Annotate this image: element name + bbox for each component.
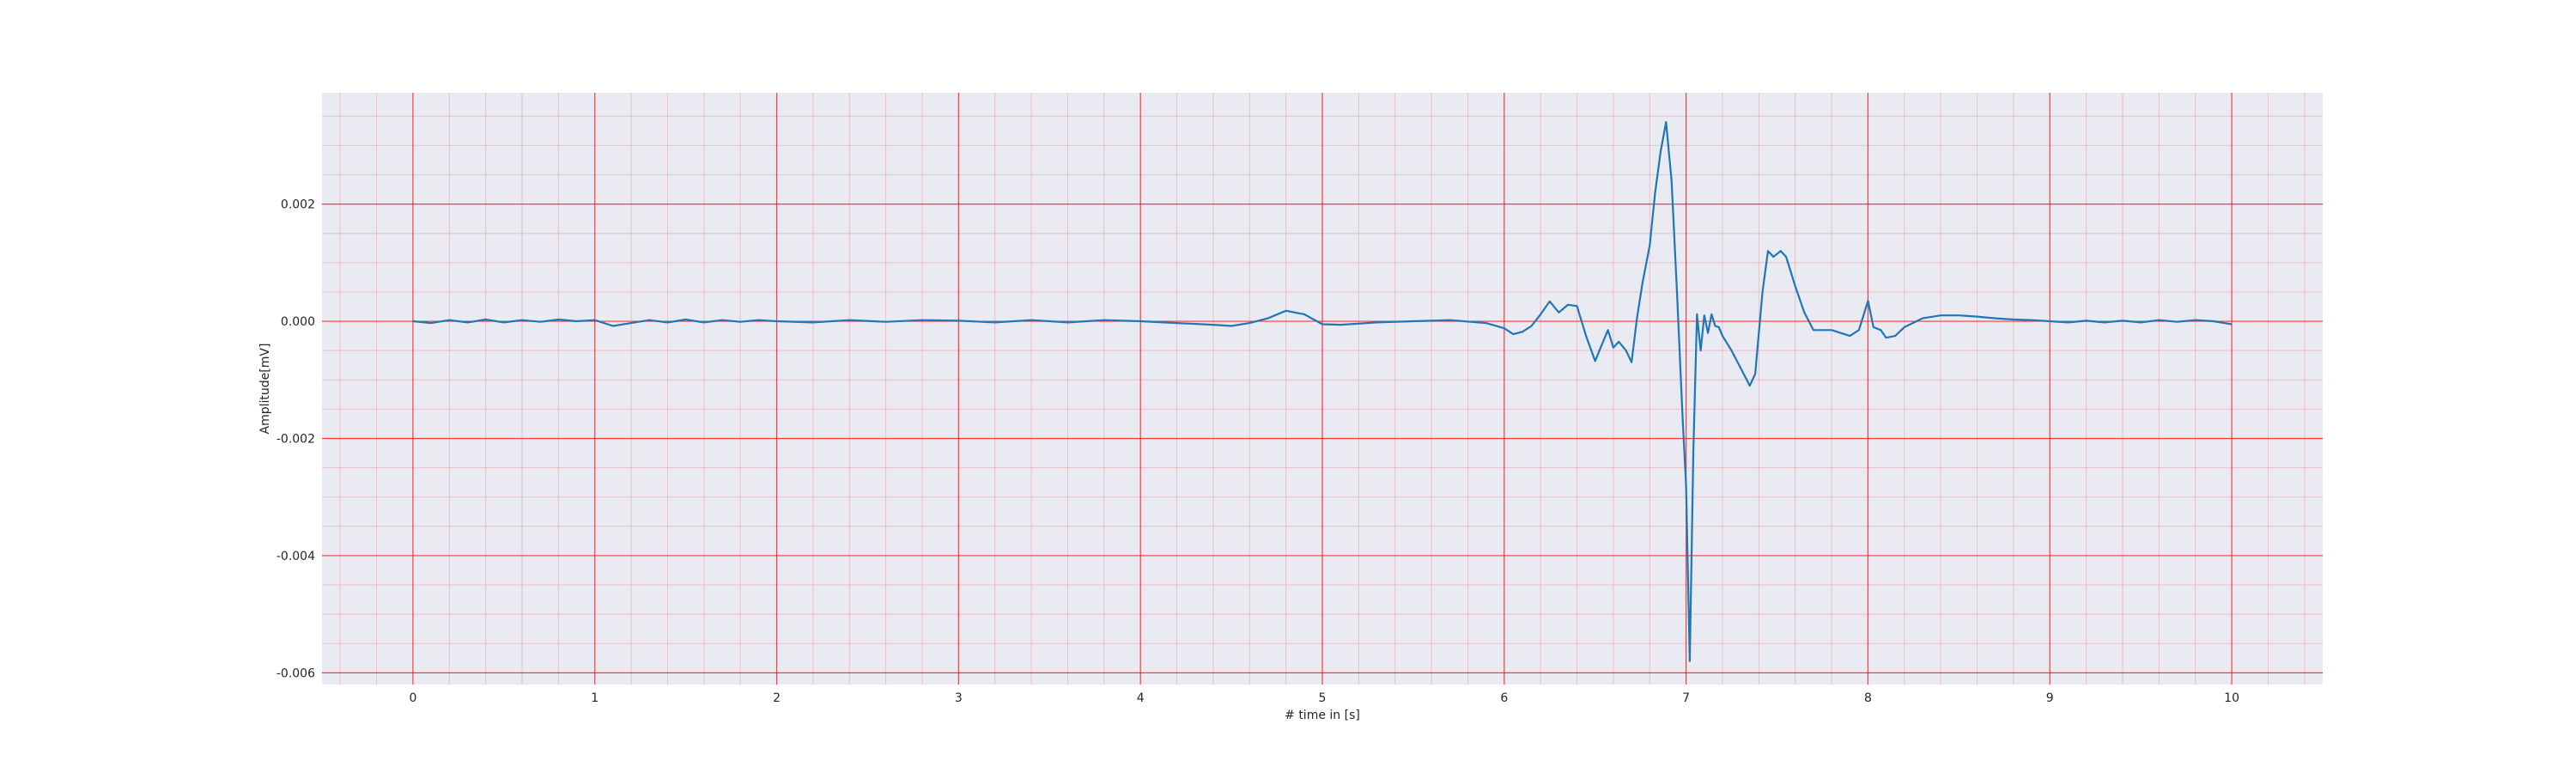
y-tick-label: -0.006 [276,666,315,680]
major-grid [322,93,2323,685]
x-axis-label: # time in [s] [1285,709,1360,722]
x-tick-label: 0 [409,691,416,705]
x-tick-label: 1 [591,691,598,705]
x-tick-label: 5 [1319,691,1327,705]
y-tick-label: 0.000 [281,315,315,329]
x-tick-label: 10 [2224,691,2239,705]
x-tick-label: 2 [773,691,781,705]
y-axis-label: Amplitude[mV] [258,344,272,435]
x-tick-label: 4 [1137,691,1145,705]
y-tick-label: 0.002 [281,198,315,212]
y-tick-label: -0.002 [276,432,315,446]
x-axis-ticks: 0 1 2 3 4 5 6 7 8 9 10 [409,691,2239,705]
ecg-signal-line [412,121,2233,662]
y-tick-label: -0.004 [276,550,315,563]
x-tick-label: 9 [2046,691,2054,705]
y-axis-ticks: 0.002 0.000 -0.002 -0.004 -0.006 [276,198,315,681]
x-tick-label: 7 [1682,691,1690,705]
x-tick-label: 8 [1864,691,1872,705]
x-tick-label: 6 [1500,691,1508,705]
x-tick-label: 3 [955,691,963,705]
